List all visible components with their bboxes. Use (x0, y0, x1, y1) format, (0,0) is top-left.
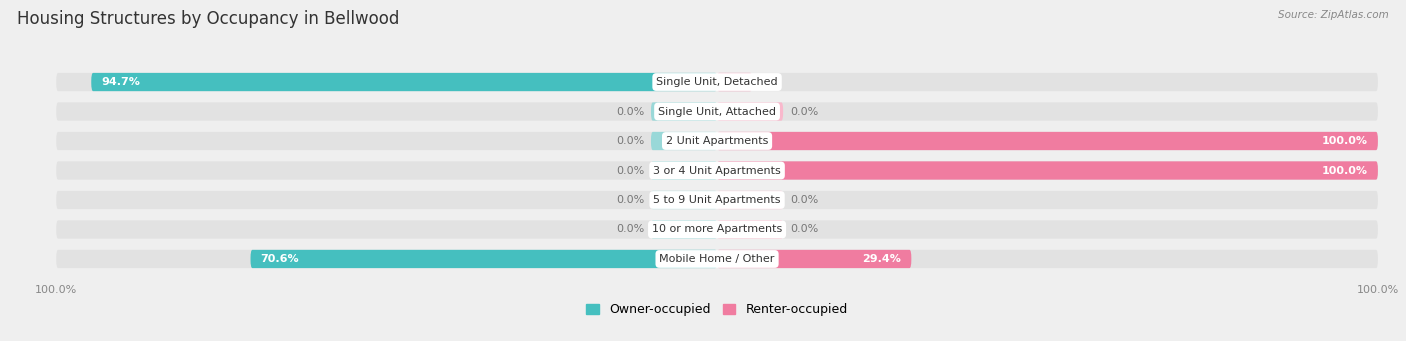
FancyBboxPatch shape (56, 161, 1378, 180)
Text: 0.0%: 0.0% (790, 106, 818, 117)
Text: Housing Structures by Occupancy in Bellwood: Housing Structures by Occupancy in Bellw… (17, 10, 399, 28)
Text: Source: ZipAtlas.com: Source: ZipAtlas.com (1278, 10, 1389, 20)
FancyBboxPatch shape (717, 191, 783, 209)
Text: 0.0%: 0.0% (790, 224, 818, 235)
FancyBboxPatch shape (717, 220, 783, 239)
Text: 0.0%: 0.0% (616, 224, 644, 235)
Text: Mobile Home / Other: Mobile Home / Other (659, 254, 775, 264)
FancyBboxPatch shape (651, 132, 717, 150)
Text: 3 or 4 Unit Apartments: 3 or 4 Unit Apartments (654, 165, 780, 176)
FancyBboxPatch shape (717, 102, 783, 121)
FancyBboxPatch shape (651, 161, 717, 180)
FancyBboxPatch shape (651, 220, 717, 239)
FancyBboxPatch shape (91, 73, 717, 91)
Text: 0.0%: 0.0% (616, 136, 644, 146)
Text: 0.0%: 0.0% (616, 195, 644, 205)
FancyBboxPatch shape (56, 220, 1378, 239)
Text: Single Unit, Detached: Single Unit, Detached (657, 77, 778, 87)
FancyBboxPatch shape (56, 191, 1378, 209)
Text: 29.4%: 29.4% (862, 254, 901, 264)
Text: 2 Unit Apartments: 2 Unit Apartments (666, 136, 768, 146)
FancyBboxPatch shape (56, 132, 1378, 150)
Text: 100.0%: 100.0% (1322, 165, 1368, 176)
FancyBboxPatch shape (717, 250, 911, 268)
FancyBboxPatch shape (651, 191, 717, 209)
FancyBboxPatch shape (717, 132, 1378, 150)
Text: 0.0%: 0.0% (616, 106, 644, 117)
FancyBboxPatch shape (651, 102, 717, 121)
Text: Single Unit, Attached: Single Unit, Attached (658, 106, 776, 117)
FancyBboxPatch shape (717, 161, 1378, 180)
FancyBboxPatch shape (250, 250, 717, 268)
FancyBboxPatch shape (56, 250, 1378, 268)
Text: 5.3%: 5.3% (711, 77, 742, 87)
FancyBboxPatch shape (56, 73, 1378, 91)
FancyBboxPatch shape (717, 73, 752, 91)
Text: 94.7%: 94.7% (101, 77, 141, 87)
Text: 0.0%: 0.0% (790, 195, 818, 205)
Text: 100.0%: 100.0% (1322, 136, 1368, 146)
Text: 10 or more Apartments: 10 or more Apartments (652, 224, 782, 235)
Legend: Owner-occupied, Renter-occupied: Owner-occupied, Renter-occupied (582, 298, 852, 321)
Text: 0.0%: 0.0% (616, 165, 644, 176)
FancyBboxPatch shape (56, 102, 1378, 121)
Text: 5 to 9 Unit Apartments: 5 to 9 Unit Apartments (654, 195, 780, 205)
Text: 70.6%: 70.6% (260, 254, 299, 264)
